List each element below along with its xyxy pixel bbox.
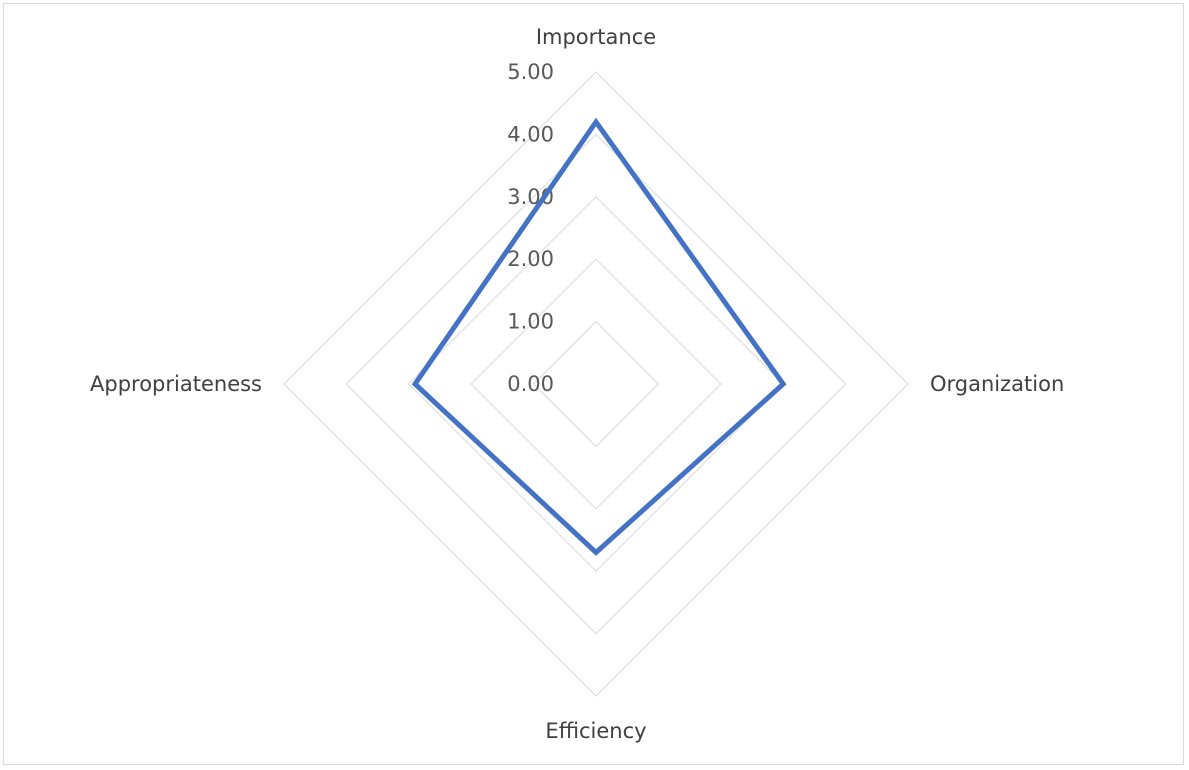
category-label: Efficiency	[545, 719, 646, 743]
radial-tick-label: 1.00	[507, 310, 554, 334]
tick-label-layer: 0.001.002.003.004.005.00	[507, 60, 554, 396]
chart-area	[3, 3, 1184, 765]
grid-layer	[283, 71, 909, 697]
grid-ring	[283, 71, 909, 697]
grid-ring	[532, 320, 660, 448]
radial-tick-label: 0.00	[507, 372, 554, 396]
series-polygon	[411, 117, 787, 556]
radial-tick-label: 4.00	[507, 122, 554, 146]
radial-tick-label: 2.00	[507, 247, 554, 271]
grid-ring	[470, 258, 722, 510]
grid-ring	[345, 133, 847, 635]
radial-tick-label: 5.00	[507, 60, 554, 84]
grid-ring	[408, 196, 784, 572]
category-label: Organization	[930, 372, 1064, 396]
category-label: Importance	[536, 25, 656, 49]
series-layer	[411, 117, 787, 556]
axis-label-layer: Importance Organization Efficiency Appropri…	[90, 25, 1064, 743]
category-label: Appropriateness	[90, 372, 262, 396]
